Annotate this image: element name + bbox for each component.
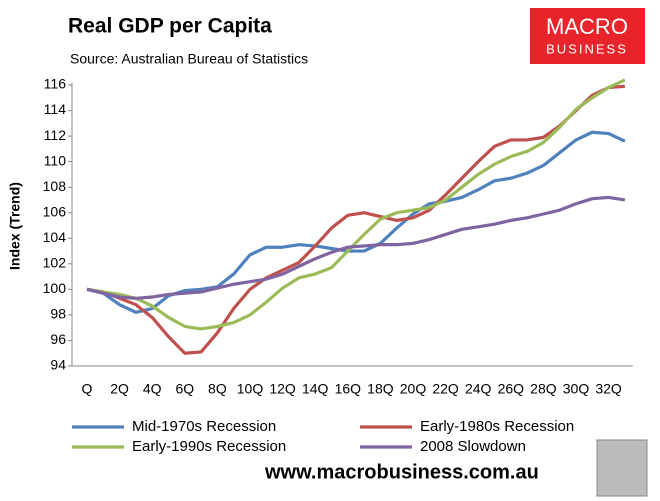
legend-label: Early-1980s Recession bbox=[420, 418, 574, 435]
x-tick-label: 22Q bbox=[432, 381, 459, 397]
logo-image bbox=[596, 439, 648, 497]
x-tick-label: 18Q bbox=[367, 381, 394, 397]
y-tick-label: 104 bbox=[43, 229, 67, 245]
logo-text: BUSINESS bbox=[546, 41, 628, 56]
x-tick-label: 6Q bbox=[175, 381, 194, 397]
x-tick-label: 26Q bbox=[498, 381, 525, 397]
x-tick-label: 32Q bbox=[595, 381, 622, 397]
x-tick-label: 14Q bbox=[302, 381, 329, 397]
y-tick-label: 96 bbox=[50, 331, 66, 347]
x-tick-label: 10Q bbox=[237, 381, 264, 397]
legend-label: Early-1990s Recession bbox=[132, 438, 286, 455]
y-tick-label: 116 bbox=[44, 76, 67, 92]
x-tick-label: 28Q bbox=[530, 381, 557, 397]
chart-title: Real GDP per Capita bbox=[68, 15, 272, 38]
logo-box bbox=[530, 8, 645, 64]
series-line bbox=[86, 195, 626, 300]
x-tick-label: 2Q bbox=[110, 381, 129, 397]
x-tick-label: 24Q bbox=[465, 381, 492, 397]
logo-text: MACRO bbox=[546, 14, 628, 39]
x-tick-label: 16Q bbox=[335, 381, 362, 397]
chart-subtitle: Source: Australian Bureau of Statistics bbox=[70, 51, 308, 67]
x-tick-label: Q bbox=[82, 381, 93, 397]
x-tick-label: 20Q bbox=[400, 381, 427, 397]
y-tick-label: 94 bbox=[50, 357, 66, 373]
y-tick-label: 108 bbox=[43, 178, 67, 194]
x-tick-label: 4Q bbox=[143, 381, 162, 397]
legend-label: Mid-1970s Recession bbox=[132, 418, 276, 435]
legend-label: 2008 Slowdown bbox=[420, 438, 526, 455]
y-tick-label: 100 bbox=[43, 280, 67, 296]
x-tick-label: 30Q bbox=[563, 381, 590, 397]
series-line bbox=[86, 78, 626, 331]
y-axis-label: Index (Trend) bbox=[7, 182, 23, 270]
x-tick-label: 8Q bbox=[208, 381, 227, 397]
y-tick-label: 112 bbox=[44, 127, 67, 143]
series-line bbox=[86, 130, 626, 314]
y-tick-label: 102 bbox=[43, 255, 67, 271]
y-tick-label: 114 bbox=[44, 101, 67, 117]
y-tick-label: 110 bbox=[44, 152, 67, 168]
y-tick-label: 106 bbox=[43, 203, 67, 219]
y-tick-label: 98 bbox=[50, 306, 66, 322]
footer: www.macrobusiness.com.au bbox=[264, 461, 539, 483]
x-tick-label: 12Q bbox=[269, 381, 296, 397]
series-line bbox=[86, 84, 626, 355]
